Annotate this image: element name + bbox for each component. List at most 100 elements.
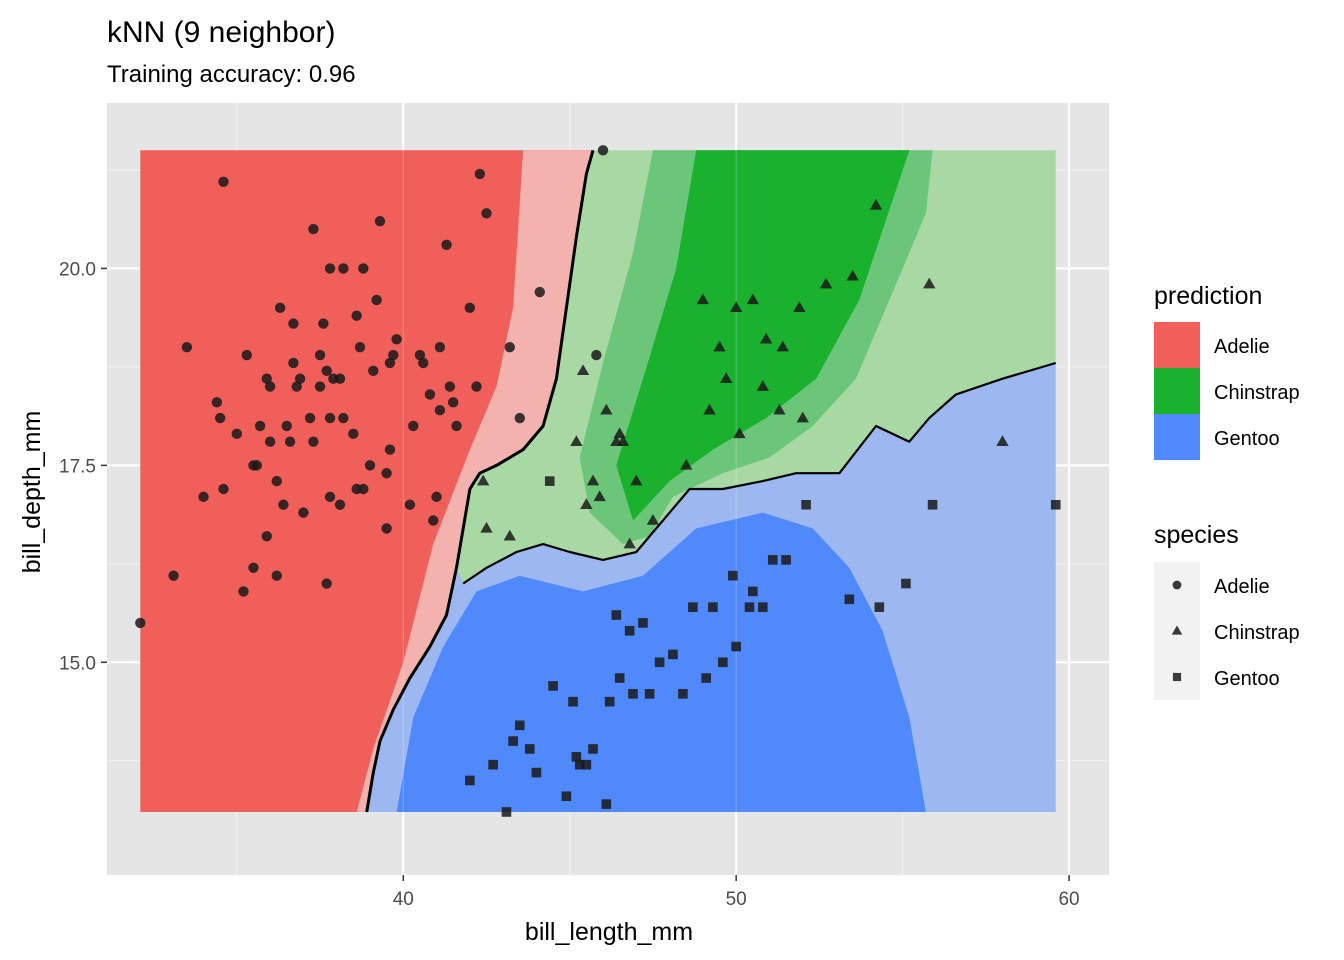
point-adelie [198,491,209,503]
legend-swatch-adelie [1154,322,1200,368]
point-adelie [384,444,396,455]
point-gentoo [748,586,758,597]
point-adelie [271,570,282,581]
point-adelie [291,381,302,392]
point-adelie [391,334,402,345]
grid-overlay [402,103,1070,875]
point-adelie [264,436,276,447]
point-gentoo [624,625,635,636]
chart-title: kNN (9 neighbor) [107,16,335,49]
point-gentoo [628,689,638,699]
point-adelie [534,286,545,298]
boundary-chinstrap-gentoo [462,361,1057,585]
point-gentoo [757,602,768,612]
point-gentoo [1050,499,1061,510]
point-adelie [481,208,492,219]
point-chinstrap [703,403,716,415]
point-gentoo [574,759,585,770]
legend-prediction: prediction Adelie Chinstrap Gentoo [1154,282,1300,460]
x-tick-label: 40 [393,889,414,910]
legend-species-label-chinstrap: Chinstrap [1214,622,1300,644]
point-adelie [504,342,515,353]
point-adelie [284,436,296,447]
point-gentoo [874,602,885,612]
point-adelie [314,349,326,361]
point-chinstrap [586,474,600,486]
legend-swatch-chinstrap [1154,368,1200,414]
point-chinstrap [746,293,759,305]
point-adelie [434,342,446,353]
point-adelie [274,302,286,314]
point-adelie [321,365,332,377]
axes: 40 50 60 15.0 17.5 20.0 [59,259,1080,910]
y-tick-label: 15.0 [59,653,96,674]
legend-symbol-gentoo [1172,672,1182,682]
point-adelie [251,460,263,471]
point-adelie [384,357,396,369]
point-gentoo [561,791,572,802]
point-adelie [294,373,306,384]
boundary-adelie-chinstrap [365,149,595,813]
point-gentoo [801,499,811,510]
point-adelie [321,578,332,589]
point-adelie [278,499,289,510]
point-gentoo [501,807,512,817]
point-adelie [248,562,259,573]
point-gentoo [668,649,678,660]
prediction-regions [140,150,1056,813]
x-axis-label: bill_length_mm [525,918,693,946]
point-chinstrap [923,277,936,289]
y-axis-label: bill_depth_mm [18,411,46,574]
point-gentoo [638,618,648,628]
point-adelie [271,475,282,487]
point-adelie [381,468,392,479]
point-adelie [308,223,319,235]
point-chinstrap [869,198,883,210]
point-chinstrap [630,474,643,486]
region-chinstrap [616,150,910,521]
point-adelie [324,412,336,424]
point-chinstrap [646,514,660,525]
point-chinstrap [680,458,693,470]
point-adelie [474,168,486,180]
point-adelie [448,397,459,408]
point-gentoo [531,767,542,778]
point-chinstrap [796,411,809,423]
legend-label-gentoo: Gentoo [1214,428,1280,450]
region-adelie-soft [356,150,593,813]
point-gentoo [601,799,612,809]
point-adelie [214,412,226,424]
point-adelie [444,381,456,392]
point-chinstrap [570,435,583,446]
point-adelie [261,373,272,384]
point-gentoo [614,673,625,683]
legend-species-label-adelie: Adelie [1214,576,1270,598]
point-gentoo [604,696,615,707]
point-adelie [218,176,229,187]
point-adelie [241,349,253,361]
point-adelie [288,318,299,329]
point-adelie [324,491,336,503]
point-gentoo [731,641,741,652]
point-adelie [211,397,223,408]
point-gentoo [611,610,622,620]
point-adelie [135,617,146,629]
point-adelie [334,499,346,510]
point-adelie [334,373,346,384]
point-adelie [404,499,416,510]
point-adelie [231,428,243,440]
point-adelie [431,491,442,503]
point-adelie [591,349,602,361]
point-adelie [238,586,249,597]
point-gentoo [571,752,582,762]
point-gentoo [708,602,718,612]
x-tick-label: 50 [726,889,747,910]
point-chinstrap [776,340,789,352]
point-adelie [358,483,369,495]
region-adelie [140,150,594,813]
point-chinstrap [576,364,590,376]
point-adelie [388,349,399,361]
point-adelie [358,263,369,274]
point-gentoo [544,476,555,486]
point-adelie [181,342,193,353]
